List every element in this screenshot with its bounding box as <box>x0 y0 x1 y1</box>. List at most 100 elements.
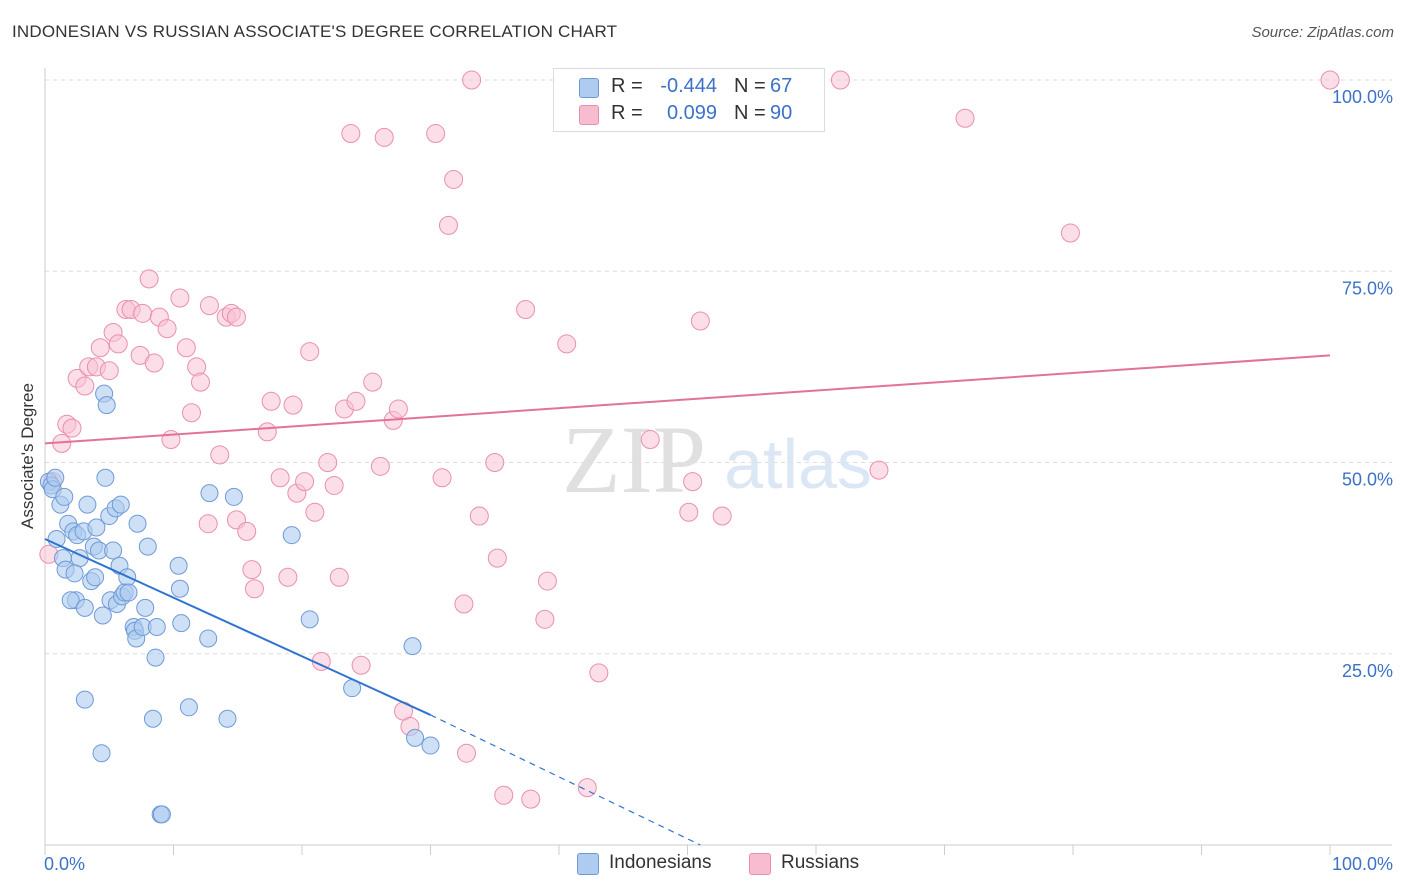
data-point-russians <box>226 307 246 327</box>
legend-n-label: N = <box>734 75 766 97</box>
legend-r-value: -0.444 <box>660 75 717 97</box>
trend-lines <box>44 354 1331 846</box>
data-point-indonesians <box>87 518 106 537</box>
data-point-indonesians <box>65 564 84 583</box>
data-point-russians <box>494 785 514 805</box>
data-point-russians <box>712 506 732 526</box>
data-point-russians <box>537 571 557 591</box>
data-point-russians <box>426 124 446 144</box>
data-point-russians <box>521 789 541 809</box>
data-point-russians <box>170 288 190 308</box>
data-point-indonesians <box>128 514 147 533</box>
x-tick-label: 0.0% <box>44 854 85 874</box>
trendline-indonesians <box>44 538 431 716</box>
y-tick-label: 25.0% <box>1342 661 1393 681</box>
data-point-russians <box>370 456 390 476</box>
data-point-indonesians <box>152 805 171 824</box>
data-point-indonesians <box>421 736 440 755</box>
data-point-russians <box>237 521 257 541</box>
data-point-russians <box>454 594 474 614</box>
chart-source: Source: ZipAtlas.com <box>1251 24 1394 41</box>
data-point-russians <box>351 655 371 675</box>
data-point-russians <box>99 361 119 381</box>
data-point-russians <box>363 372 383 392</box>
data-point-indonesians <box>61 591 80 610</box>
x-tick-label: 100.0% <box>1332 854 1393 874</box>
data-point-indonesians <box>96 468 115 487</box>
data-point-indonesians <box>179 698 198 717</box>
data-point-indonesians <box>169 556 188 575</box>
data-point-russians <box>210 445 230 465</box>
legend-r-label: R = <box>611 102 643 124</box>
y-tick-label: 100.0% <box>1332 87 1393 107</box>
legend-n-value: 90 <box>770 102 793 124</box>
data-point-russians <box>244 579 264 599</box>
watermark-zip: ZIP <box>562 406 706 513</box>
data-point-russians <box>295 472 315 492</box>
legend-label-indonesians: Indonesians <box>609 852 712 873</box>
data-point-indonesians <box>55 487 74 506</box>
data-point-indonesians <box>136 598 155 617</box>
data-point-indonesians <box>93 606 112 625</box>
trendline-indonesians-extension <box>430 714 701 846</box>
legend-row-russians: R = 0.099 N = 90 <box>554 101 824 127</box>
data-point-russians <box>444 169 464 189</box>
chart-title: INDONESIAN VS RUSSIAN ASSOCIATE'S DEGREE… <box>12 22 618 41</box>
data-point-russians <box>305 502 325 522</box>
data-point-indonesians <box>282 526 301 545</box>
data-point-russians <box>341 124 361 144</box>
legend-n-value: 67 <box>770 75 793 97</box>
data-point-indonesians <box>403 637 422 656</box>
data-point-indonesians <box>75 690 94 709</box>
data-point-russians <box>487 548 507 568</box>
data-point-russians <box>432 468 452 488</box>
data-point-indonesians <box>406 728 425 747</box>
data-point-russians <box>318 453 338 472</box>
data-point-indonesians <box>111 495 130 514</box>
data-point-russians <box>438 215 458 235</box>
data-point-russians <box>261 391 281 411</box>
data-point-russians <box>75 376 95 396</box>
legend-label-russians: Russians <box>781 852 860 873</box>
watermark-atlas: atlas <box>724 425 872 503</box>
data-point-indonesians <box>75 598 94 617</box>
data-point-russians <box>329 567 349 587</box>
data-point-indonesians <box>146 648 165 667</box>
data-point-russians <box>374 127 394 147</box>
data-point-russians <box>108 334 128 354</box>
data-point-russians <box>690 311 710 331</box>
data-point-russians <box>257 422 277 442</box>
data-point-russians <box>346 391 366 411</box>
data-point-russians <box>679 502 699 522</box>
data-point-russians <box>516 300 536 319</box>
data-point-indonesians <box>147 617 166 636</box>
y-axis-title: Associate's Degree <box>18 383 37 529</box>
data-point-indonesians <box>78 495 97 514</box>
legend-swatch-pink <box>579 105 599 125</box>
data-point-russians <box>300 342 320 362</box>
data-point-indonesians <box>97 396 116 415</box>
data-point-russians <box>683 472 703 492</box>
data-point-indonesians <box>200 484 219 503</box>
tick-labels: 25.0% 50.0% 75.0% 100.0% 0.0% 100.0% <box>44 87 1393 874</box>
data-point-russians <box>199 296 219 316</box>
data-point-russians <box>462 70 482 90</box>
data-point-russians <box>1060 223 1080 243</box>
data-point-indonesians <box>170 579 189 598</box>
data-point-russians <box>190 372 210 392</box>
correlation-legend: R = -0.444 N = 67 R = 0.099 N = 90 <box>553 68 825 132</box>
data-point-russians <box>640 430 660 450</box>
data-point-russians <box>456 743 476 763</box>
data-point-russians <box>198 514 218 534</box>
gridlines <box>45 79 1392 655</box>
data-point-russians <box>278 567 298 587</box>
data-point-indonesians <box>143 709 162 728</box>
data-point-russians <box>388 399 408 419</box>
data-point-indonesians <box>104 541 123 560</box>
legend-row-indonesians: R = -0.444 N = 67 <box>554 74 824 100</box>
legend-swatch-blue <box>577 853 599 875</box>
legend-n-label: N = <box>734 102 766 124</box>
data-point-russians <box>157 319 177 339</box>
data-point-russians <box>270 468 290 488</box>
